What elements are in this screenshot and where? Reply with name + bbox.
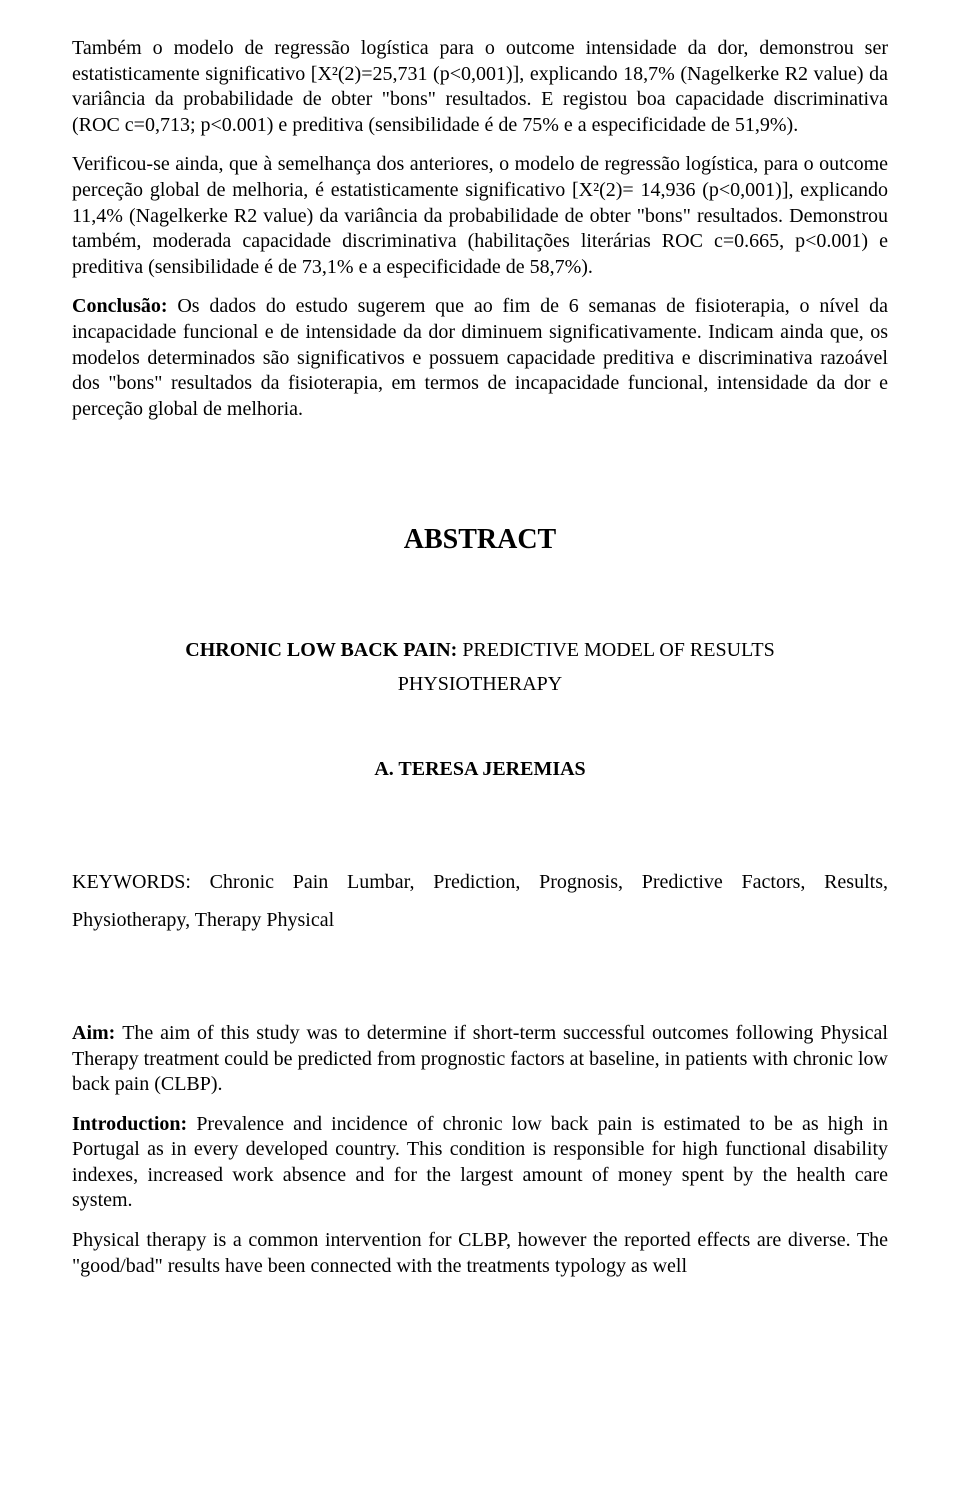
paragraph-model-pain: Também o modelo de regressão logística p… bbox=[72, 36, 888, 138]
last-paragraph: Physical therapy is a common interventio… bbox=[72, 1228, 888, 1279]
keywords: KEYWORDS: Chronic Pain Lumbar, Predictio… bbox=[72, 863, 888, 939]
paragraph-model-improvement: Verificou-se ainda, que à semelhança dos… bbox=[72, 152, 888, 280]
aim-label: Aim: bbox=[72, 1022, 122, 1044]
abstract-author: A. TERESA JEREMIAS bbox=[72, 757, 888, 783]
paragraph-conclusion: Conclusão: Os dados do estudo sugerem qu… bbox=[72, 294, 888, 422]
intro-paragraph: Introduction: Prevalence and incidence o… bbox=[72, 1112, 888, 1214]
conclusion-label: Conclusão: bbox=[72, 295, 177, 317]
abstract-title: CHRONIC LOW BACK PAIN: PREDICTIVE MODEL … bbox=[72, 638, 888, 664]
aim-paragraph: Aim: The aim of this study was to determ… bbox=[72, 1021, 888, 1098]
intro-label: Introduction: bbox=[72, 1113, 196, 1135]
abstract-heading: ABSTRACT bbox=[72, 522, 888, 558]
aim-body: The aim of this study was to determine i… bbox=[72, 1022, 888, 1095]
spacer bbox=[72, 951, 888, 1021]
keywords-label: KEYWORDS: bbox=[72, 871, 210, 893]
abstract-title-rest: PREDICTIVE MODEL OF RESULTS bbox=[462, 639, 774, 661]
abstract-subtitle: PHYSIOTHERAPY bbox=[72, 672, 888, 698]
abstract-title-bold: CHRONIC LOW BACK PAIN: bbox=[185, 639, 462, 661]
conclusion-body: Os dados do estudo sugerem que ao fim de… bbox=[72, 295, 888, 419]
